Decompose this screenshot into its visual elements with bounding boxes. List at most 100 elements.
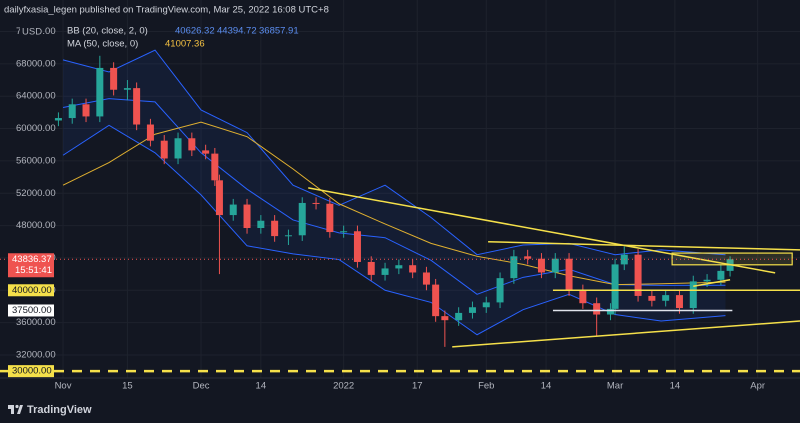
candle-body [689, 281, 697, 309]
price-label: 37500.00 [12, 305, 52, 316]
currency-label: USD [22, 27, 42, 38]
candle-body [717, 270, 725, 280]
trend-line [308, 187, 776, 274]
y-tick-label: 36000.00 [16, 317, 56, 328]
logo [8, 404, 23, 414]
candle-body [367, 261, 375, 275]
footer-brand: TradingView [27, 404, 92, 416]
price-label-box [8, 304, 54, 317]
candle-body [271, 220, 279, 237]
candle-body [634, 254, 642, 296]
x-tick-label: 15 [122, 381, 133, 392]
indicator-value: 36857.91 [259, 26, 299, 37]
price-label: 40000.00 [12, 285, 52, 296]
candle-body [243, 204, 251, 229]
x-tick-label: Nov [55, 381, 72, 392]
y-tick-label: 56000.00 [16, 155, 56, 166]
band-fill [63, 50, 726, 335]
candle-body [496, 278, 504, 303]
candle-body [648, 295, 656, 301]
trend-line [488, 241, 800, 251]
candle-body [395, 265, 403, 269]
y-tick-label: 48000.00 [16, 220, 56, 231]
candle-body [409, 265, 417, 273]
trend-line [693, 279, 731, 287]
y-tick-label: 32000.00 [16, 349, 56, 360]
price-label-time: 15:51:41 [15, 265, 52, 276]
candle-body [215, 180, 223, 216]
candle-body [54, 118, 62, 121]
candle-body [551, 258, 559, 273]
y-tick-label: 60000.00 [16, 123, 56, 134]
overlay-line [62, 121, 726, 286]
candle-body [284, 235, 292, 237]
candle-body [675, 295, 683, 309]
candle-body [606, 308, 614, 315]
candle-body [510, 256, 518, 279]
chart-title: dailyfxasia_legen published on TradingVi… [4, 5, 329, 16]
x-tick-label: 2022 [333, 381, 354, 392]
currency-tag [20, 26, 42, 38]
x-tick-label: Mar [607, 381, 623, 392]
candle-body [579, 290, 587, 304]
candle-body [174, 138, 182, 159]
candle-body [611, 264, 619, 309]
x-tick-label: 17 [412, 381, 423, 392]
candle-body [298, 202, 306, 236]
candle-body [211, 153, 219, 181]
indicator-value: 44394.72 [217, 26, 257, 37]
price-label-box [8, 365, 54, 378]
price-label: 43836.37 [12, 254, 52, 265]
candle-body [312, 202, 320, 204]
indicator-name: MA (50, close, 0) [67, 39, 138, 50]
x-tick-label: 14 [541, 381, 552, 392]
candle-body [229, 204, 237, 216]
candle-body [188, 138, 196, 151]
candle-body [110, 67, 118, 90]
candle-body [432, 284, 440, 317]
candle-body [340, 231, 348, 233]
candle-body [662, 295, 670, 301]
x-tick-label: 14 [670, 381, 681, 392]
y-tick-label: 52000.00 [16, 188, 56, 199]
x-tick-label: 14 [256, 381, 267, 392]
price-label-box [8, 284, 54, 297]
candle-body [96, 67, 104, 117]
candle-body [565, 258, 573, 291]
candle-body [524, 256, 532, 259]
candle-body [68, 104, 76, 119]
overlay-line [62, 49, 726, 256]
overlay-line [62, 98, 726, 295]
candle-body [123, 88, 131, 90]
candle-body [482, 302, 490, 308]
candle-body [257, 220, 265, 229]
indicator-value: 40626.32 [175, 26, 215, 37]
candle-body [82, 104, 90, 117]
price-label: 30000.00 [12, 366, 52, 377]
indicator-name: BB (20, close, 2, 0) [67, 26, 148, 37]
candle-body [202, 150, 210, 154]
y-tick-label: 68000.00 [16, 58, 56, 69]
price-label-box [8, 253, 54, 278]
candle-body [441, 316, 449, 321]
x-tick-label: Feb [478, 381, 494, 392]
candle-body [381, 268, 389, 275]
candle-body [593, 303, 601, 315]
candle-body [703, 279, 711, 282]
candle-body [326, 203, 334, 233]
y-tick-label: 64000.00 [16, 91, 56, 102]
indicator-value: 41007.36 [165, 39, 205, 50]
candle-body [353, 231, 361, 262]
candle-body [133, 88, 141, 125]
candle-body [468, 307, 476, 313]
candle-body [422, 272, 430, 285]
x-tick-label: Dec [193, 381, 210, 392]
candle-body [160, 140, 168, 159]
candle-body [146, 124, 154, 141]
candle-body [537, 258, 545, 273]
candle-body [455, 312, 463, 321]
trend-line [452, 320, 800, 348]
